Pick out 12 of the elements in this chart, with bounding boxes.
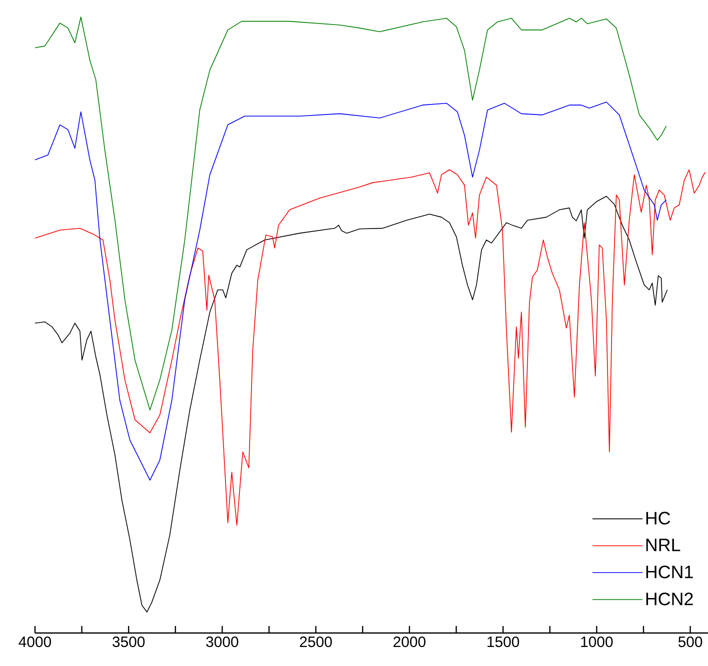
x-tick-label: 500 [678, 636, 702, 648]
legend-label: HCN1 [646, 566, 693, 578]
x-tick-label: 4000 [18, 636, 52, 648]
legend-label: HC [646, 512, 670, 525]
x-tick-label: 3000 [206, 636, 238, 648]
x-tick-label: 3500 [112, 636, 145, 648]
legend-label: NRL [646, 538, 680, 552]
legend-label: HCN2 [646, 592, 693, 606]
x-tick-label: 2000 [394, 636, 426, 648]
x-tick-label: 1500 [488, 636, 520, 648]
x-tick-label: 2500 [300, 636, 332, 648]
x-tick-label: 1000 [581, 636, 613, 648]
